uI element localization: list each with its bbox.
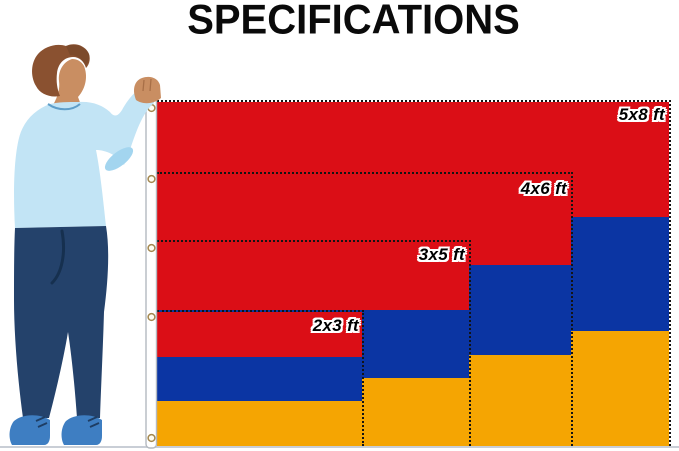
stripe-orange [157,401,362,447]
person-shirt [14,82,154,228]
grommet-icon [147,312,156,322]
person-shoe-left-detail [35,416,48,428]
person-face [53,59,86,105]
page-title: SPECIFICATIONS [187,0,520,43]
grommet-icon [147,243,156,253]
floor-line [0,446,679,448]
stripe-red [157,242,469,310]
person-shoe-left [9,415,50,445]
grommet-icon [147,174,156,184]
pole-grommets [147,103,156,443]
flag-size-label-3x5: 3x5 ft [418,245,465,264]
grommet-icon [147,433,156,443]
person-shoe-right [61,415,102,445]
person-pants-crease [50,229,66,285]
person-hair-shade [66,44,90,66]
flag-2x3: 2x3 ft [157,310,364,447]
person-collar-line [47,103,81,111]
person-hand-fingers [142,78,152,92]
grommet-icon [147,103,156,113]
person-elbow-shade [104,147,134,171]
flag-size-label-2x3: 2x3 ft [312,316,359,335]
person-shoe-right-detail [87,416,100,428]
person [9,44,161,445]
flag-pole [145,81,158,449]
stripe-blue [157,356,362,402]
person-pants [14,226,109,418]
flag-size-label-5x8: 5x8 ft [618,105,665,124]
person-hair [32,44,90,97]
stripe-red [157,312,362,357]
flag-size-label-4x6: 4x6 ft [520,179,567,198]
